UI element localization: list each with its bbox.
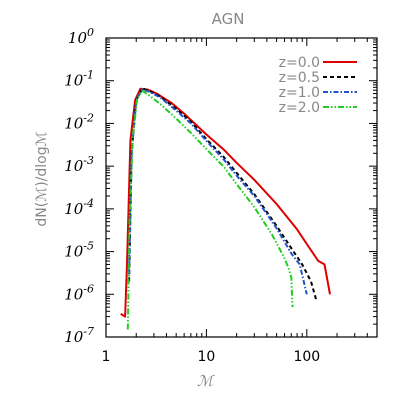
series-line-2 (128, 88, 308, 295)
y-tick-label: 100 (68, 26, 94, 47)
x-tick-label: 100 (293, 349, 320, 365)
y-tick-label: 10-4 (64, 197, 94, 218)
legend-label-3: z=2.0 (279, 100, 320, 116)
chart-title: AGN (212, 10, 245, 28)
y-tick-label: 10-6 (64, 282, 94, 303)
y-axis-label: dN(ℳ)/dlogℳ (34, 131, 50, 226)
legend-label-0: z=0.0 (279, 55, 320, 71)
y-tick-label: 10-5 (64, 240, 94, 261)
y-tick-label: 10-7 (64, 325, 94, 346)
y-tick-label: 10-3 (64, 154, 94, 175)
y-tick-label: 10-2 (64, 111, 94, 132)
legend-label-1: z=0.5 (279, 70, 320, 86)
x-axis-label: ℳ (197, 372, 215, 390)
series-line-3 (126, 89, 294, 330)
plot-frame (105, 37, 378, 338)
x-tick-label: 1 (102, 349, 111, 365)
x-tick-label: 10 (197, 349, 215, 365)
series-layer (120, 87, 331, 330)
legend: z=0.0z=0.5z=1.0z=2.0 (279, 55, 357, 116)
series-line-0 (120, 87, 331, 318)
legend-label-2: z=1.0 (279, 85, 320, 101)
axis-layer: 1 10 100 10-7 10-6 10-5 10-4 10-3 10-2 10-1 100 (64, 26, 378, 365)
y-tick-label: 10-1 (64, 69, 94, 90)
